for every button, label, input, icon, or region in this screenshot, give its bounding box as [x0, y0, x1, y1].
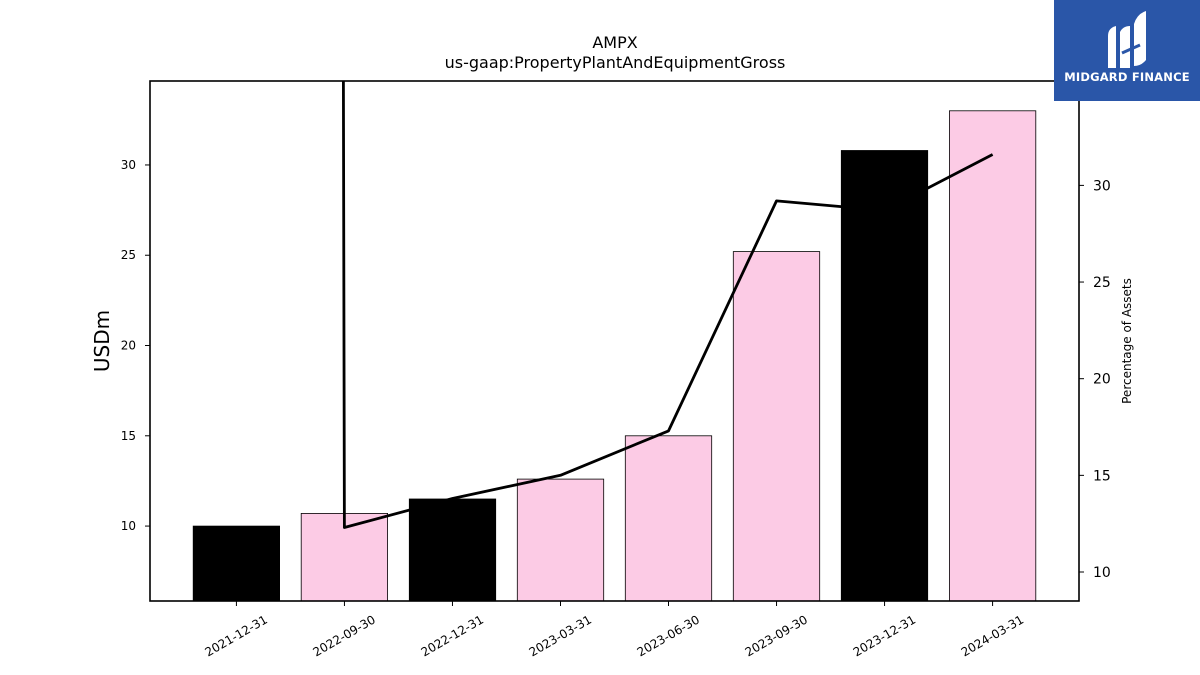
x-axis: 2021-12-31 2022-09-30 2022-12-31 2023-03-31… [202, 601, 1026, 659]
x-tick-label-2022-12-31: 2022-12-31 [419, 612, 486, 659]
y-tick-label-30: 30 [121, 158, 136, 172]
x-tick-label-2024-03-31: 2024-03-31 [959, 612, 1026, 659]
logo-text: MIDGARD FINANCE [1064, 70, 1190, 84]
y2-tick-label-20: 20 [1093, 372, 1111, 388]
y-axis-right: 10 15 20 25 30 [1079, 178, 1111, 581]
bar-2023-06-30 [624, 435, 713, 602]
x-tick-label-2023-03-31: 2023-03-31 [527, 612, 594, 659]
y2-tick-label-15: 15 [1093, 468, 1111, 484]
chart-title: AMPX [592, 33, 637, 52]
x-tick-label-2022-09-30: 2022-09-30 [310, 612, 377, 659]
x-tick-label-2023-06-30: 2023-06-30 [635, 612, 702, 659]
plot-frame [149, 80, 1080, 602]
bar-2024-03-31 [949, 110, 1037, 602]
bar-2022-12-31 [408, 498, 497, 602]
x-tick-label-2023-09-30: 2023-09-30 [743, 612, 810, 659]
logo-mark-icon [1108, 11, 1146, 68]
percentage-line-series [341, 80, 994, 529]
x-tick-label-2021-12-31: 2021-12-31 [202, 612, 269, 659]
y2-tick-label-30: 30 [1093, 178, 1111, 194]
bar-2023-12-31 [840, 150, 929, 602]
chart-subtitle: us-gaap:PropertyPlantAndEquipmentGross [445, 53, 786, 72]
y-axis-left: 10 15 20 25 30 [121, 158, 150, 533]
bar-2021-12-31 [192, 525, 280, 602]
percentage-line [341, 80, 994, 529]
bar-2023-03-31 [516, 478, 605, 602]
y-tick-label-20: 20 [121, 339, 136, 353]
bar-2023-09-30 [732, 251, 821, 602]
y2-tick-label-10: 10 [1093, 565, 1111, 581]
y-tick-label-15: 15 [121, 429, 136, 443]
x-tick-label-2023-12-31: 2023-12-31 [851, 612, 918, 659]
bar-series [192, 110, 1037, 602]
midgard-finance-logo: MIDGARD FINANCE [1054, 0, 1200, 101]
y-tick-label-25: 25 [121, 248, 136, 262]
y-axis-label: USDm [90, 310, 114, 372]
y2-axis-label: Percentage of Assets [1120, 278, 1134, 404]
y2-tick-label-25: 25 [1093, 275, 1111, 291]
y-tick-label-10: 10 [121, 519, 136, 533]
